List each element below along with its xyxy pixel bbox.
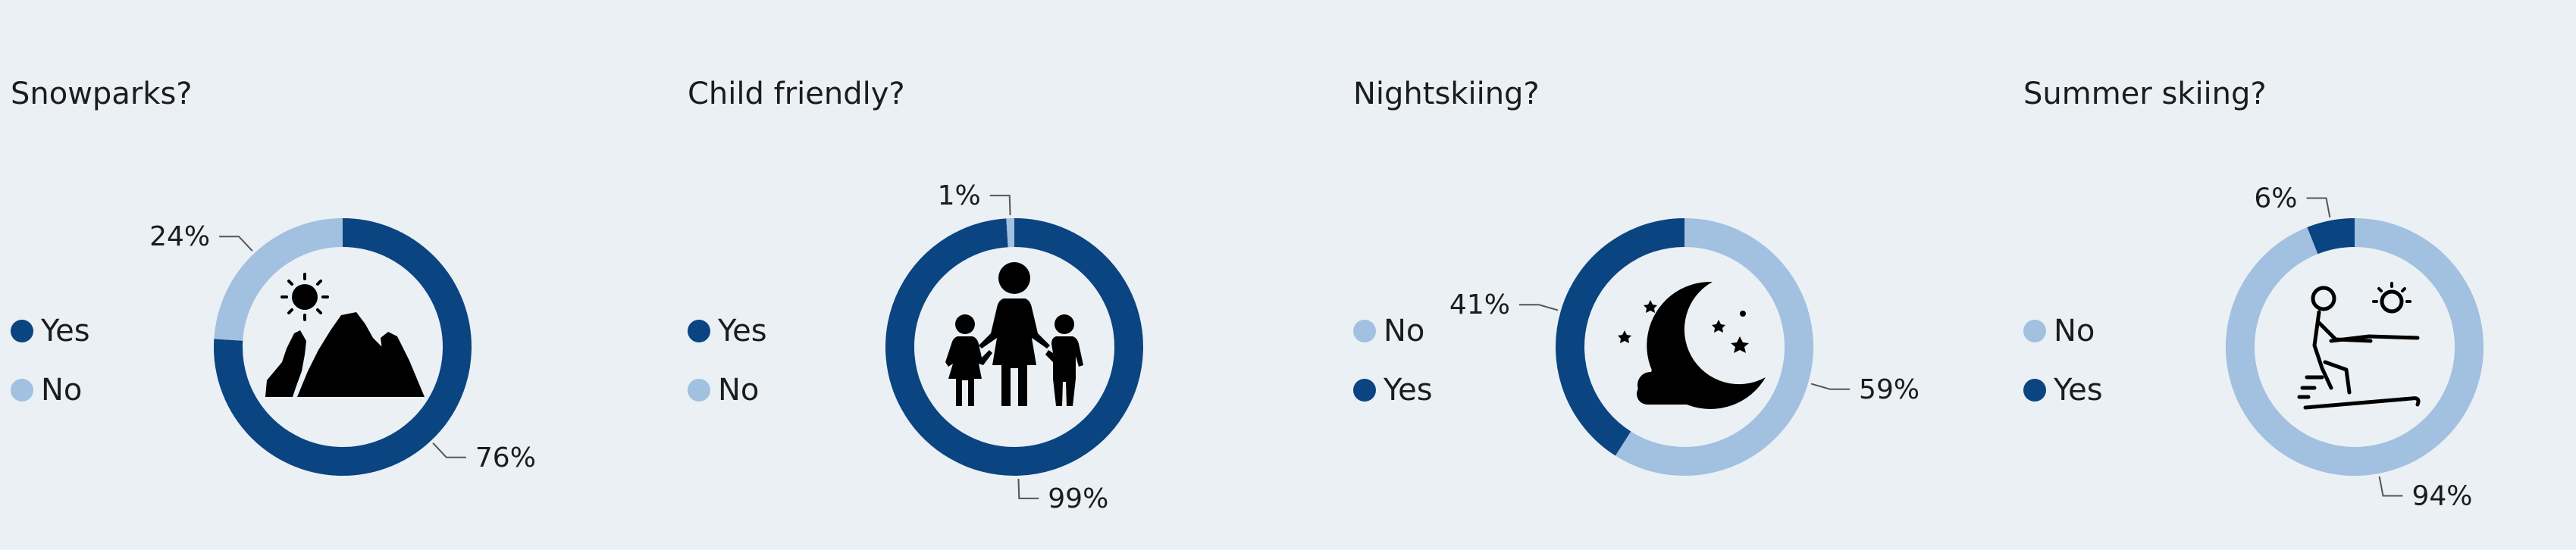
legend-item-no: No bbox=[688, 361, 767, 420]
legend-swatch-yes bbox=[1353, 379, 1376, 402]
label-leader-line bbox=[1810, 383, 1851, 390]
legend-label: No bbox=[41, 373, 83, 408]
donut-chart-snowparks: 76% 24% bbox=[149, 218, 536, 476]
legend-item-no: No bbox=[2023, 302, 2103, 361]
chart-title: Nightskiing? bbox=[1353, 77, 1540, 111]
legend-swatch-yes bbox=[11, 320, 33, 342]
chart-legend: Yes No bbox=[11, 302, 90, 420]
legend-item-no: No bbox=[1353, 302, 1433, 361]
legend-swatch-yes bbox=[688, 320, 710, 342]
legend-swatch-no bbox=[1353, 320, 1376, 342]
chart-panel-nightskiing: Nightskiing? No Yes 59% 41% bbox=[1343, 0, 2010, 550]
legend-swatch-no bbox=[688, 379, 710, 402]
legend-swatch-no bbox=[11, 379, 33, 402]
label-leader-line bbox=[432, 442, 466, 458]
legend-label: Yes bbox=[1384, 373, 1433, 408]
data-label-yes: 76% bbox=[475, 442, 536, 473]
summer-skier-icon bbox=[2297, 282, 2421, 410]
legend-label: No bbox=[718, 373, 760, 408]
chart-title: Snowparks? bbox=[11, 77, 193, 111]
legend-label: No bbox=[1384, 314, 1425, 348]
legend-label: No bbox=[2054, 314, 2095, 348]
chart-panel-summer-skiing: Summer skiing? No Yes 94% 6% bbox=[2013, 0, 2576, 550]
chart-panel-snowparks: Snowparks? Yes No 76% 24% bbox=[0, 0, 667, 550]
legend-swatch-no bbox=[2023, 320, 2046, 342]
mountain-sun-icon bbox=[265, 273, 425, 397]
family-icon bbox=[945, 262, 1083, 406]
chart-legend: Yes No bbox=[688, 302, 767, 420]
chart-title: Child friendly? bbox=[688, 77, 905, 111]
legend-item-yes: Yes bbox=[1353, 361, 1433, 420]
legend-label: Yes bbox=[41, 314, 90, 348]
data-label-no: 59% bbox=[1859, 374, 1919, 405]
chart-legend: No Yes bbox=[2023, 302, 2103, 420]
donut-slice-yes bbox=[214, 218, 472, 476]
chart-title: Summer skiing? bbox=[2023, 77, 2267, 111]
donut-slice-no bbox=[214, 218, 343, 342]
legend-item-no: No bbox=[11, 361, 90, 420]
data-label-no: 94% bbox=[2411, 480, 2472, 511]
donut-slice-no bbox=[2226, 218, 2484, 476]
donut-chart-nightskiing: 59% 41% bbox=[1449, 218, 1919, 476]
label-leader-line bbox=[2378, 476, 2403, 497]
data-label-no: 1% bbox=[938, 180, 981, 211]
legend-item-yes: Yes bbox=[688, 302, 767, 361]
legend-item-yes: Yes bbox=[2023, 361, 2103, 420]
moon-night-icon bbox=[1618, 281, 1766, 409]
label-leader-line bbox=[989, 195, 1011, 216]
chart-panel-child-friendly: Child friendly? Yes No 99% 1% bbox=[677, 0, 1344, 550]
legend-label: Yes bbox=[2054, 373, 2103, 408]
chart-legend: No Yes bbox=[1353, 302, 1433, 420]
legend-swatch-yes bbox=[2023, 379, 2046, 402]
label-leader-line bbox=[1518, 304, 1559, 311]
data-label-yes: 6% bbox=[2254, 183, 2297, 214]
label-leader-line bbox=[1017, 478, 1039, 499]
data-label-no: 24% bbox=[149, 221, 210, 252]
label-leader-line bbox=[2306, 197, 2331, 218]
legend-item-yes: Yes bbox=[11, 302, 90, 361]
data-label-yes: 99% bbox=[1048, 483, 1108, 514]
donut-chart-summer-skiing: 94% 6% bbox=[2226, 183, 2484, 511]
data-label-yes: 41% bbox=[1449, 289, 1510, 320]
donut-slice-yes bbox=[885, 218, 1143, 476]
donut-chart-child-friendly: 99% 1% bbox=[885, 180, 1143, 514]
donut-slice-no bbox=[1615, 218, 1813, 476]
donut-slice-yes bbox=[1556, 218, 1685, 456]
legend-label: Yes bbox=[718, 314, 767, 348]
label-leader-line bbox=[219, 236, 253, 252]
donut-slice-yes bbox=[2307, 218, 2355, 255]
